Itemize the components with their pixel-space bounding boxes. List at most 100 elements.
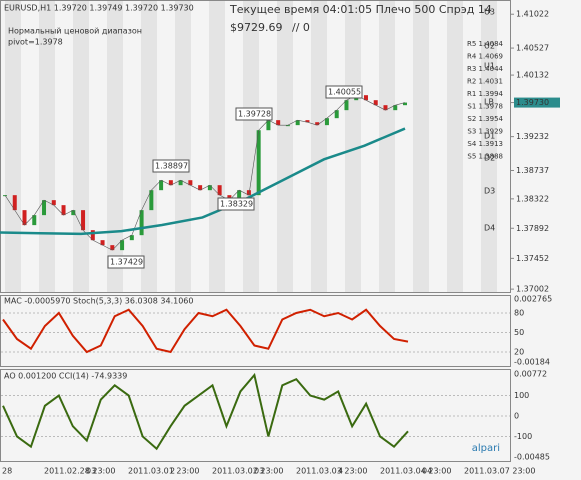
time-label: 2011.03.03 23:00: [296, 467, 367, 476]
price-marker: [514, 97, 560, 108]
y-tick-label: 20: [514, 348, 524, 357]
level-label: D3: [484, 187, 495, 196]
session-stripe: [39, 1, 55, 292]
osc1-panel: [0, 295, 511, 367]
time-label: 4: [338, 467, 343, 476]
candle: [32, 215, 37, 226]
osc1-bottom: -0.00184: [514, 358, 550, 367]
time-label: 28: [2, 467, 12, 476]
candle: [159, 180, 164, 191]
pivot-label: S2 1.3954: [467, 115, 503, 123]
logo: alpari: [472, 443, 500, 454]
candle: [246, 190, 251, 196]
y-tick-label: -100: [514, 432, 532, 441]
candle: [139, 210, 144, 236]
candle: [198, 185, 203, 191]
level-label: D2: [484, 154, 495, 163]
session-stripe: [175, 1, 191, 292]
annotation: 1.37429: [110, 258, 143, 267]
candle: [334, 110, 339, 119]
time-label: 2011.03.04 23:00: [380, 467, 451, 476]
extra: // 0: [292, 21, 310, 34]
session-stripe: [277, 1, 293, 292]
annotation-box: [107, 255, 145, 269]
pivot-label: S1 1.3978: [467, 103, 503, 111]
candle: [315, 122, 320, 126]
annotation: 1.38897: [155, 162, 188, 171]
time-label: 03: [86, 467, 96, 476]
candle: [403, 102, 407, 106]
annotation: 1.38329: [220, 200, 253, 209]
time-label: 03: [254, 467, 264, 476]
y-tick-label: 0: [514, 412, 519, 421]
session-stripe: [243, 1, 259, 292]
annotation-box: [217, 197, 255, 211]
time-label: 2011.02.28 23:00: [44, 467, 115, 476]
candle: [237, 190, 242, 201]
y-tick-label: 1.37452: [516, 254, 549, 263]
candle: [22, 210, 27, 226]
pivot-label: S3 1.3929: [467, 128, 503, 136]
time-label: 2: [170, 467, 175, 476]
candle: [110, 245, 115, 251]
main-panel: [0, 0, 511, 293]
time-label: 2011.03.01 23:00: [128, 467, 199, 476]
ma-line: [0, 127, 406, 236]
candle: [168, 180, 173, 186]
pivot-label: S4 1.3913: [467, 140, 503, 148]
candle: [207, 185, 212, 191]
candle: [285, 125, 290, 127]
candle: [324, 118, 329, 126]
candle: [129, 235, 134, 241]
cci-line: [2, 372, 409, 451]
candle: [383, 105, 388, 111]
time-label: 2011.03.02 23:00: [212, 467, 283, 476]
session-stripe: [345, 1, 361, 292]
y-tick-label: 1.40132: [516, 71, 549, 80]
annotation: 1.39728: [238, 110, 271, 119]
candle: [61, 205, 66, 216]
balance: $9729.69: [230, 21, 283, 34]
osc2-label: AO 0.001200 CCI(14) -74.9339: [4, 372, 127, 381]
annotation: 1.40055: [328, 88, 361, 97]
level-label: U3: [484, 8, 495, 17]
pivot-label: R1 1.3994: [467, 90, 504, 98]
stoch-line: [2, 308, 409, 354]
session-stripe: [73, 1, 89, 292]
candle: [51, 200, 56, 206]
y-tick-label: 100: [514, 391, 529, 400]
candle: [256, 130, 261, 196]
time-label: 04: [422, 467, 432, 476]
pivot-label: R3 1.4044: [467, 65, 504, 73]
pivot-label: R5 1.4084: [467, 40, 504, 48]
candle: [81, 210, 86, 231]
pivot-label: R2 1.4031: [467, 78, 503, 86]
indicator-name: Нормальный ценовой диапазон: [8, 27, 142, 36]
session-stripe: [311, 1, 327, 292]
osc2-panel: [0, 369, 511, 462]
candle: [217, 185, 222, 196]
y-tick-label: 1.38737: [516, 166, 549, 175]
pivot-label: S5 1.3888: [467, 153, 503, 161]
session-stripe: [481, 1, 497, 292]
annotation-box: [235, 107, 273, 121]
candle: [393, 105, 398, 111]
y-tick-label: 1.40527: [516, 44, 549, 53]
level-label: LB: [484, 98, 494, 107]
level-label: U1: [484, 62, 495, 71]
candle: [363, 95, 368, 101]
y-tick-label: 1.37892: [516, 224, 549, 233]
session-stripe: [413, 1, 429, 292]
candle: [100, 240, 105, 246]
candle: [149, 190, 154, 211]
y-tick-label: 1.39730: [516, 98, 549, 107]
session-stripe: [209, 1, 225, 292]
candle: [373, 100, 378, 106]
y-tick-label: 1.37002: [516, 285, 549, 294]
osc2-bottom: -0.00485: [514, 453, 550, 462]
candle: [12, 195, 17, 211]
pivot-label: R4 1.4069: [467, 53, 503, 61]
y-tick-label: 1.39232: [516, 132, 549, 141]
session-stripe: [107, 1, 123, 292]
